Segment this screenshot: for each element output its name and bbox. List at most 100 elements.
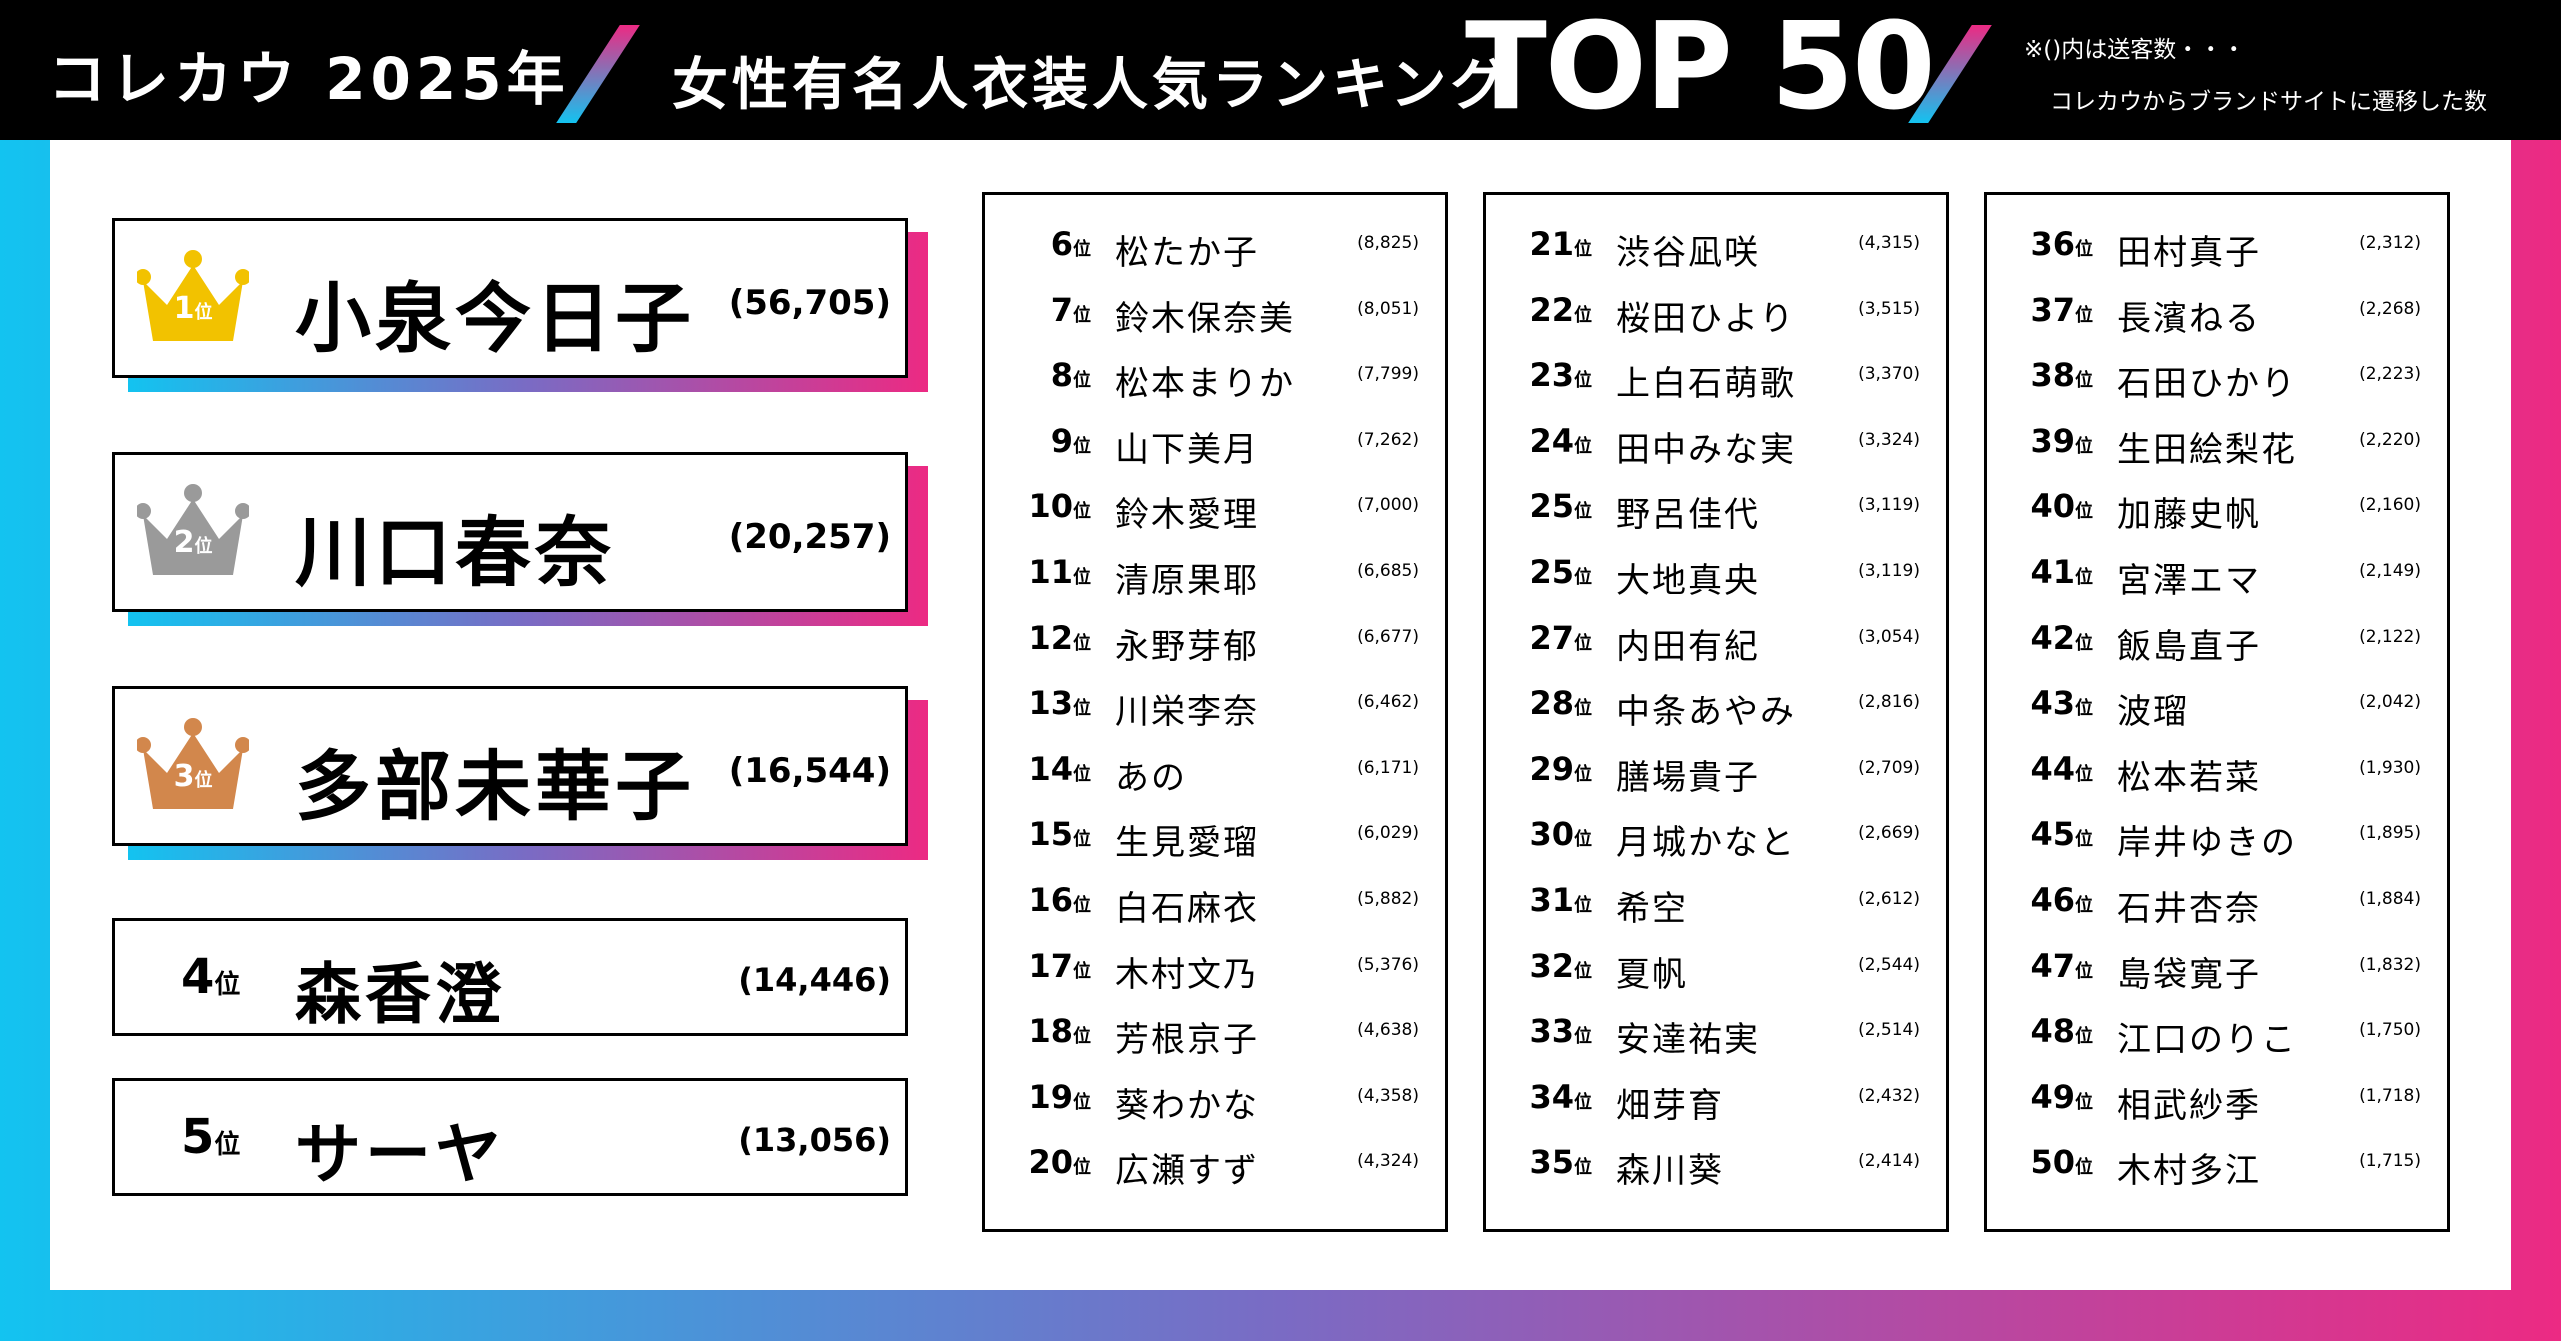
rank-suffix: 位 [2075,1091,2093,1113]
rank-number: 41 [2030,553,2075,591]
referral-count: (5,882) [1357,889,1419,909]
celebrity-name: 石井杏奈 [2117,889,2261,929]
ranking-row: 18位 芳根京子 (4,638) [985,1002,1445,1060]
rank-label: 29位 [1529,750,1592,788]
ranking-row: 14位 あの (6,171) [985,740,1445,798]
rank-number: 12 [1028,618,1073,657]
rank-number: 43 [2030,684,2075,723]
rank-label: 22位 [1529,291,1592,329]
ranking-row: 49位 相武紗季 (1,718) [1987,1068,2447,1126]
rank-label: 45位 [2030,815,2093,853]
rank-number: 25 [1529,553,1574,591]
rank-4-name: 森香澄 [295,956,505,1033]
celebrity-name: 野呂佳代 [1616,495,1760,536]
ranking-row: 29位 膳場貴子 (2,709) [1486,740,1946,798]
ranking-row: 19位 葵わかな (4,358) [985,1068,1445,1126]
referral-count: (6,462) [1357,692,1419,713]
rank-number: 50 [2030,1143,2075,1182]
rank-suffix: 位 [2075,829,2093,851]
ranking-row: 9位 山下美月 (7,262) [985,412,1445,470]
rank-suffix: 位 [1574,1026,1592,1048]
referral-count: (5,376) [1357,954,1419,975]
rank-suffix: 位 [2075,895,2093,916]
ranking-row: 30位 月城かなと (2,669) [1486,805,1946,863]
rank-5-count: (13,056) [738,1121,891,1159]
rank-3-count: (16,544) [728,751,891,791]
top50-label: TOP 50 [1465,0,1936,137]
ranking-row: 25位 野呂佳代 (3,119) [1486,477,1946,535]
rank-number: 39 [2030,421,2075,460]
rank-suffix: 位 [1073,567,1091,588]
rank-number: 7 [1050,290,1073,329]
rank-number: 8 [1050,356,1073,395]
referral-count: (2,709) [1858,757,1920,778]
rank-label: 9位 [1051,422,1091,460]
gold-crown-icon: 1位 [137,247,249,345]
rank-number: 21 [1529,225,1574,263]
ranking-row: 7位 鈴木保奈美 (8,051) [985,281,1445,339]
ranking-row: 37位 長濱ねる (2,268) [1987,281,2447,339]
rank-suffix: 位 [214,1130,241,1160]
referral-count: (6,685) [1357,561,1419,581]
rank-label: 37位 [2030,291,2093,329]
celebrity-name: 相武紗季 [2117,1085,2261,1126]
rank-suffix: 位 [2075,567,2093,588]
referral-count: (2,414) [1858,1151,1920,1172]
referral-count: (7,262) [1357,429,1419,450]
celebrity-name: 森川葵 [1616,1151,1724,1192]
referral-count: (4,638) [1357,1020,1419,1041]
rank-suffix: 位 [1574,304,1592,326]
rank-2-count: (20,257) [728,517,891,557]
celebrity-name: 松本若菜 [2117,757,2261,798]
rank-suffix: 位 [1574,1157,1592,1179]
rank-number: 28 [1529,684,1574,723]
crown-rank-number: 1 [173,291,195,326]
rank-suffix: 位 [1574,1091,1592,1113]
ranking-row: 23位 上白石萌歌 (3,370) [1486,346,1946,404]
celebrity-name: 芳根京子 [1115,1020,1259,1061]
ranking-row: 36位 田村真子 (2,312) [1987,215,2447,273]
ranking-row: 48位 江口のりこ (1,750) [1987,1002,2447,1060]
referral-count: (1,832) [2359,954,2421,975]
ranking-row: 11位 清原果耶 (6,685) [985,543,1445,601]
celebrity-name: 安達祐実 [1616,1020,1760,1061]
rank-card-body: 2位 川口春奈 (20,257) [112,452,908,612]
rank-suffix: 位 [1574,632,1592,654]
ranking-row: 28位 中条あやみ (2,816) [1486,674,1946,732]
rank-label: 20位 [1028,1143,1091,1181]
referral-count: (3,119) [1858,495,1920,516]
ranking-row: 31位 希空 (2,612) [1486,871,1946,929]
referral-count: (2,268) [2359,298,2421,319]
ranking-row: 40位 加藤史帆 (2,160) [1987,477,2447,535]
rank-suffix: 位 [2075,763,2093,785]
header-bar: コレカウ 2025年 女性有名人衣装人気ランキング TOP 50 ※()内は送客… [0,0,2561,140]
ranking-row: 38位 石田ひかり (2,223) [1987,346,2447,404]
rank-suffix: 位 [1073,632,1091,654]
rank-label: 40位 [2030,487,2093,525]
rank-card-body: 1位 小泉今日子 (56,705) [112,218,908,378]
celebrity-name: 内田有紀 [1616,626,1760,667]
rank-label: 6位 [1051,225,1091,263]
ranking-row: 42位 飯島直子 (2,122) [1987,609,2447,667]
rank-label: 41位 [2030,553,2093,591]
referral-count: (1,930) [2359,757,2421,778]
rank-suffix: 位 [1073,1157,1091,1179]
referral-count: (3,324) [1858,429,1920,450]
rank-label: 17位 [1028,947,1091,985]
referral-count: (7,000) [1357,495,1419,516]
bronze-crown-icon: 3位 [137,715,249,813]
rank-suffix: 位 [1574,239,1592,260]
rank-suffix: 位 [194,302,213,323]
rank-label: 50位 [2030,1143,2093,1181]
rank-label: 49位 [2030,1078,2093,1116]
rank-label: 32位 [1529,947,1592,985]
referral-count: (1,718) [2359,1085,2421,1106]
rank-number: 40 [2030,487,2075,526]
rank-label: 28位 [1529,684,1592,722]
ranking-row: 16位 白石麻衣 (5,882) [985,871,1445,929]
referral-count: (2,122) [2359,626,2421,647]
rank-number: 18 [1028,1012,1073,1051]
celebrity-name: 木村多江 [2117,1151,2261,1192]
referral-count: (1,895) [2359,823,2421,844]
rank-suffix: 位 [1073,698,1091,720]
